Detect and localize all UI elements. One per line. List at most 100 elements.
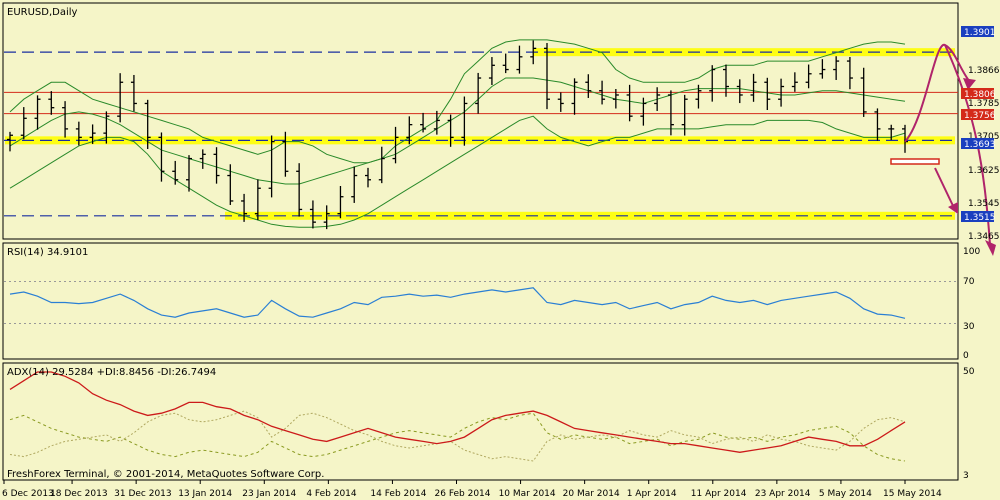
price-level-label: 1.3515 (964, 213, 996, 223)
price-bar (378, 146, 385, 184)
price-bar (461, 96, 468, 146)
price-pane-frame (2, 2, 959, 240)
price-bar (103, 111, 110, 144)
forecast-arrowhead (948, 202, 958, 214)
price-bar (681, 94, 688, 136)
price-bar (144, 99, 151, 150)
price-bar (544, 42, 550, 110)
date-tick-label: 11 Apr 2014 (691, 489, 747, 499)
price-tick-label: 1.3785 (968, 99, 1000, 109)
bollinger-upper-line (9, 39, 906, 164)
price-bar (599, 80, 606, 105)
price-bar (805, 64, 812, 89)
price-level-box: 1.3693 (961, 138, 996, 150)
minus-di-line (9, 410, 906, 462)
date-tick-label: 31 Dec 2013 (114, 489, 171, 499)
price-bar (254, 179, 261, 221)
rsi-tick-label: 0 (963, 351, 969, 361)
price-bar (709, 65, 716, 102)
forecast-arrow-down (934, 167, 956, 211)
price-bar (392, 126, 399, 164)
price-bar (612, 89, 619, 109)
price-bar (158, 132, 165, 182)
price-bar (764, 77, 771, 111)
price-bar (888, 124, 895, 141)
plus-di-line (9, 412, 906, 462)
price-bar (227, 164, 234, 205)
price-bar (819, 59, 826, 79)
price-bar (75, 121, 82, 146)
price-level-box: 1.3901 (961, 26, 996, 38)
date-tick-label: 23 Apr 2014 (755, 489, 811, 499)
price-bar (296, 163, 303, 217)
price-bar (571, 78, 578, 115)
price-bar (351, 166, 358, 203)
price-bar (199, 149, 206, 169)
price-bar (365, 167, 371, 188)
symbol-label: EURUSD,Daily (7, 7, 78, 18)
date-tick-label: 20 Mar 2014 (563, 489, 620, 499)
price-bar (860, 67, 867, 117)
price-tick-label: 1.3705 (968, 132, 1000, 142)
price-bar (488, 57, 495, 86)
price-chart-layer (4, 39, 958, 230)
date-tick-label: 6 Dec 2013 (2, 489, 54, 499)
price-bar (833, 56, 840, 80)
price-bar (695, 84, 702, 109)
bollinger-lower-line (9, 115, 906, 228)
date-tick-label: 1 Apr 2014 (627, 489, 677, 499)
price-bar (420, 112, 427, 133)
adx-tick-label: 50 (963, 367, 975, 377)
price-bar (626, 84, 633, 122)
price-level-box: 1.3806 (961, 88, 996, 100)
adx-label: ADX(14) 29.5284 +DI:8.8456 -DI:26.7494 (7, 367, 216, 378)
date-tick-label: 5 May 2014 (819, 489, 872, 499)
price-bar (337, 186, 344, 219)
rsi-tick-label: 30 (963, 322, 975, 332)
date-tick-label: 15 May 2014 (883, 489, 942, 499)
price-bar (585, 74, 592, 98)
target-level-mark (890, 158, 940, 165)
rsi-tick-label: 100 (963, 247, 980, 257)
price-bar (282, 131, 289, 177)
price-level-label: 1.3756 (964, 111, 996, 121)
price-bar (89, 124, 96, 144)
price-bar (323, 205, 330, 230)
price-level-box: 1.3515 (961, 211, 996, 223)
date-tick-label: 14 Feb 2014 (370, 489, 426, 499)
price-bar (640, 97, 647, 126)
adx-line (9, 371, 906, 453)
price-bar (447, 114, 454, 147)
price-bar (750, 73, 757, 102)
adx-chart-layer (9, 371, 906, 462)
price-bar (117, 73, 124, 123)
price-bar (530, 40, 537, 65)
price-bar (557, 92, 564, 112)
price-bar (186, 155, 192, 192)
price-bar (130, 74, 137, 112)
adx-tick-label: 3 (963, 471, 969, 481)
price-bar (34, 95, 41, 130)
date-tick-label: 13 Jan 2014 (178, 489, 232, 499)
price-level-label: 1.3806 (964, 90, 996, 100)
price-bar (48, 91, 55, 115)
price-bar (20, 107, 27, 140)
price-level-label: 1.3693 (964, 140, 996, 150)
price-bar (213, 147, 220, 184)
price-bar (309, 200, 316, 229)
rsi-tick-label: 70 (963, 277, 975, 287)
rsi-label: RSI(14) 34.9101 (7, 247, 88, 258)
forecast-arrows-layer (890, 44, 996, 256)
date-tick-label: 18 Dec 2013 (50, 489, 107, 499)
date-tick-label: 10 Mar 2014 (499, 489, 556, 499)
price-bar (723, 64, 729, 97)
price-bar (475, 72, 482, 114)
rsi-chart-layer (4, 281, 958, 324)
rsi-line (9, 287, 906, 319)
price-bar (433, 110, 440, 135)
price-bar (874, 108, 881, 141)
date-tick-label: 26 Feb 2014 (435, 489, 491, 499)
price-bar (268, 135, 275, 198)
price-bar (172, 160, 179, 185)
